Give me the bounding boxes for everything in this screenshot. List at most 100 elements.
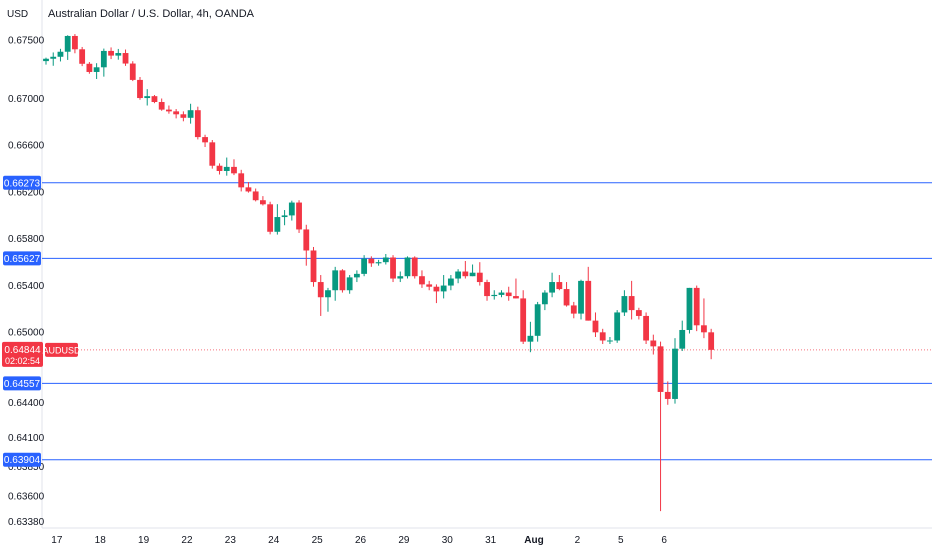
candle-body-down[interactable] bbox=[79, 49, 86, 64]
candle-body-up[interactable] bbox=[440, 285, 447, 292]
candle-body-down[interactable] bbox=[260, 200, 266, 205]
candle-body-down[interactable] bbox=[129, 63, 136, 80]
candle-body-down[interactable] bbox=[238, 173, 245, 188]
currency-label: USD bbox=[7, 9, 28, 20]
candle-body-up[interactable] bbox=[375, 262, 382, 264]
candle-body-up[interactable] bbox=[288, 202, 295, 216]
candle-body-down[interactable] bbox=[411, 257, 418, 277]
candle-body-up[interactable] bbox=[64, 35, 71, 52]
candle-body-up[interactable] bbox=[50, 56, 57, 59]
candle-body-down[interactable] bbox=[433, 286, 440, 292]
candle-body-up[interactable] bbox=[332, 270, 339, 291]
candle-body-down[interactable] bbox=[216, 165, 223, 171]
candle-body-down[interactable] bbox=[650, 340, 657, 347]
candle-body-down[interactable] bbox=[317, 282, 324, 298]
candle-body-down[interactable] bbox=[708, 332, 715, 350]
x-tick-label: 30 bbox=[442, 535, 454, 546]
candle-body-up[interactable] bbox=[679, 329, 686, 349]
candle-body-down[interactable] bbox=[635, 310, 642, 316]
candle-body-up[interactable] bbox=[353, 273, 360, 278]
candle-body-up[interactable] bbox=[43, 58, 49, 62]
candle-body-up[interactable] bbox=[346, 277, 353, 291]
candle-body-up[interactable] bbox=[614, 312, 621, 341]
candle-body-up[interactable] bbox=[541, 292, 548, 305]
candle-body-down[interactable] bbox=[628, 296, 635, 311]
candle-body-up[interactable] bbox=[223, 166, 230, 171]
candle-body-down[interactable] bbox=[310, 250, 317, 283]
candle-body-down[interactable] bbox=[209, 142, 216, 166]
candle-body-down[interactable] bbox=[426, 284, 433, 287]
candle-body-down[interactable] bbox=[599, 332, 606, 341]
candle-body-down[interactable] bbox=[419, 276, 425, 285]
candle-body-up[interactable] bbox=[274, 217, 281, 232]
candle-body-down[interactable] bbox=[245, 187, 252, 192]
candle-body-down[interactable] bbox=[390, 257, 396, 279]
candle-body-up[interactable] bbox=[455, 271, 462, 279]
candle-body-down[interactable] bbox=[108, 50, 114, 56]
candle-body-down[interactable] bbox=[505, 292, 512, 297]
y-tick-label: 0.65400 bbox=[8, 281, 45, 292]
candle-body-down[interactable] bbox=[122, 53, 129, 64]
candle-body-down[interactable] bbox=[252, 191, 259, 201]
candle-body-down[interactable] bbox=[643, 315, 649, 341]
candle-body-up[interactable] bbox=[549, 282, 555, 293]
candle-body-down[interactable] bbox=[231, 166, 237, 174]
candle-body-down[interactable] bbox=[592, 320, 599, 333]
candle-body-down[interactable] bbox=[484, 282, 490, 297]
candle-body-down[interactable] bbox=[151, 96, 158, 103]
candle-body-up[interactable] bbox=[93, 67, 100, 72]
candle-body-up[interactable] bbox=[115, 53, 122, 56]
level-price-badge bbox=[3, 175, 41, 190]
candle-body-down[interactable] bbox=[701, 325, 707, 333]
candle-body-down[interactable] bbox=[303, 229, 310, 251]
candle-body-down[interactable] bbox=[194, 110, 201, 138]
candle-body-down[interactable] bbox=[180, 114, 187, 118]
candle-body-down[interactable] bbox=[513, 296, 519, 299]
candle-body-down[interactable] bbox=[72, 35, 78, 50]
candle-body-down[interactable] bbox=[368, 258, 375, 264]
candle-body-down[interactable] bbox=[339, 270, 346, 291]
candle-body-up[interactable] bbox=[498, 292, 505, 295]
candle-body-up[interactable] bbox=[100, 50, 107, 68]
candle-body-up[interactable] bbox=[578, 280, 584, 314]
candle-body-up[interactable] bbox=[397, 276, 404, 279]
candle-body-up[interactable] bbox=[382, 257, 389, 263]
candle-body-down[interactable] bbox=[202, 137, 208, 143]
candle-body-down[interactable] bbox=[476, 272, 483, 283]
candle-body-down[interactable] bbox=[267, 204, 274, 232]
candle-body-up[interactable] bbox=[527, 335, 534, 342]
candle-body-up[interactable] bbox=[325, 290, 331, 298]
candle-body-down[interactable] bbox=[86, 63, 93, 72]
candle-body-up[interactable] bbox=[404, 257, 411, 277]
candle-body-down[interactable] bbox=[296, 202, 302, 230]
candle-body-down[interactable] bbox=[166, 109, 172, 112]
candle-body-up[interactable] bbox=[447, 278, 454, 286]
candle-body-up[interactable] bbox=[57, 51, 64, 57]
candle-body-up[interactable] bbox=[469, 272, 476, 277]
candle-body-down[interactable] bbox=[693, 287, 700, 326]
candle-body-up[interactable] bbox=[534, 304, 541, 336]
candle-body-down[interactable] bbox=[520, 298, 527, 342]
candle-body-up[interactable] bbox=[621, 296, 628, 313]
candle-body-down[interactable] bbox=[158, 102, 165, 110]
candle-body-up[interactable] bbox=[672, 348, 678, 399]
candle-body-down[interactable] bbox=[137, 79, 143, 99]
candle-body-down[interactable] bbox=[570, 305, 577, 314]
candle-body-down[interactable] bbox=[664, 391, 671, 399]
candle-body-down[interactable] bbox=[173, 111, 180, 115]
candle-body-down[interactable] bbox=[657, 346, 664, 392]
candle-body-down[interactable] bbox=[585, 280, 592, 321]
candle-body-up[interactable] bbox=[686, 287, 693, 330]
candle-body-up[interactable] bbox=[361, 258, 368, 274]
candle-body-up[interactable] bbox=[187, 110, 194, 118]
candle-body-down[interactable] bbox=[556, 282, 563, 290]
candle-body-down[interactable] bbox=[462, 271, 469, 277]
candle-body-up[interactable] bbox=[281, 215, 288, 218]
candle-body-up[interactable] bbox=[607, 340, 613, 342]
candle-body-up[interactable] bbox=[491, 294, 498, 297]
candle-body-down[interactable] bbox=[563, 289, 570, 306]
candle-body-up[interactable] bbox=[144, 96, 151, 99]
current-price-label: 0.64844 bbox=[4, 345, 41, 356]
